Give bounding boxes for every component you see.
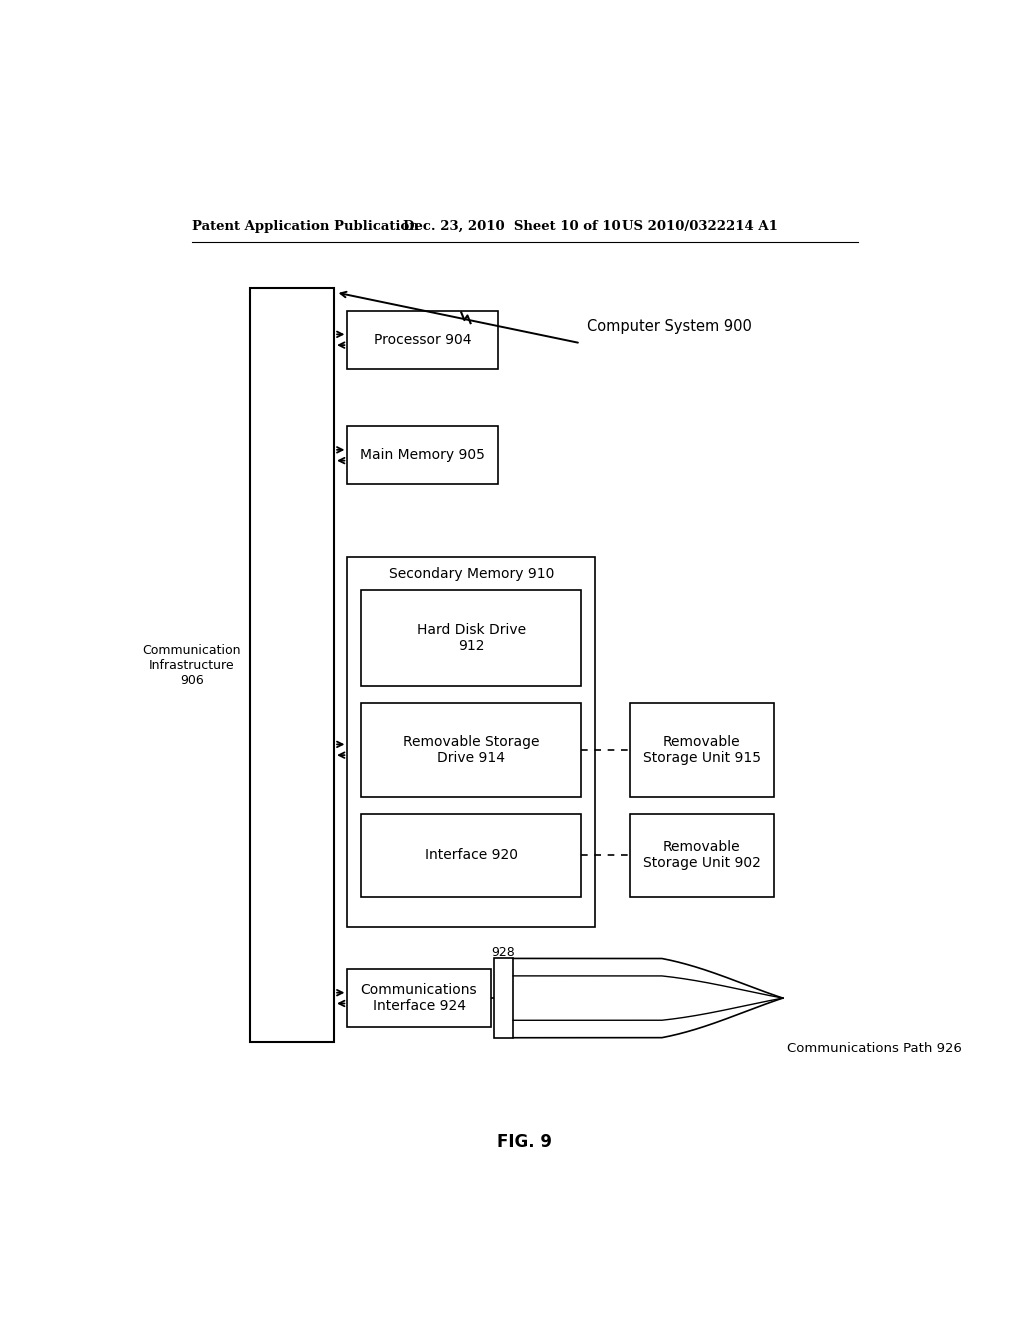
Bar: [361, 813, 582, 896]
Bar: [361, 702, 582, 797]
Bar: [630, 813, 773, 896]
Text: Secondary Memory 910: Secondary Memory 910: [389, 568, 554, 581]
Text: Processor 904: Processor 904: [374, 333, 472, 347]
Bar: [630, 702, 773, 797]
Text: Main Memory 905: Main Memory 905: [360, 449, 485, 462]
Text: Removable
Storage Unit 902: Removable Storage Unit 902: [643, 840, 761, 870]
Text: 928: 928: [492, 945, 515, 958]
Text: Removable
Storage Unit 915: Removable Storage Unit 915: [643, 735, 761, 764]
Text: Communications
Interface 924: Communications Interface 924: [360, 983, 477, 1014]
Bar: [347, 426, 499, 484]
Bar: [347, 969, 490, 1027]
Text: Communication
Infrastructure
906: Communication Infrastructure 906: [142, 644, 241, 686]
Text: FIG. 9: FIG. 9: [498, 1134, 552, 1151]
Bar: [347, 557, 595, 927]
Bar: [347, 312, 499, 368]
Text: Removable Storage
Drive 914: Removable Storage Drive 914: [403, 735, 540, 764]
Text: US 2010/0322214 A1: US 2010/0322214 A1: [623, 219, 778, 232]
Text: Interface 920: Interface 920: [425, 849, 518, 862]
Text: Communications Path 926: Communications Path 926: [786, 1041, 962, 1055]
Bar: [251, 288, 334, 1043]
Text: Hard Disk Drive
912: Hard Disk Drive 912: [417, 623, 526, 653]
Bar: [494, 958, 513, 1038]
Bar: [361, 590, 582, 686]
Text: Computer System 900: Computer System 900: [587, 318, 752, 334]
Text: Dec. 23, 2010  Sheet 10 of 10: Dec. 23, 2010 Sheet 10 of 10: [403, 219, 621, 232]
Text: Patent Application Publication: Patent Application Publication: [191, 219, 418, 232]
